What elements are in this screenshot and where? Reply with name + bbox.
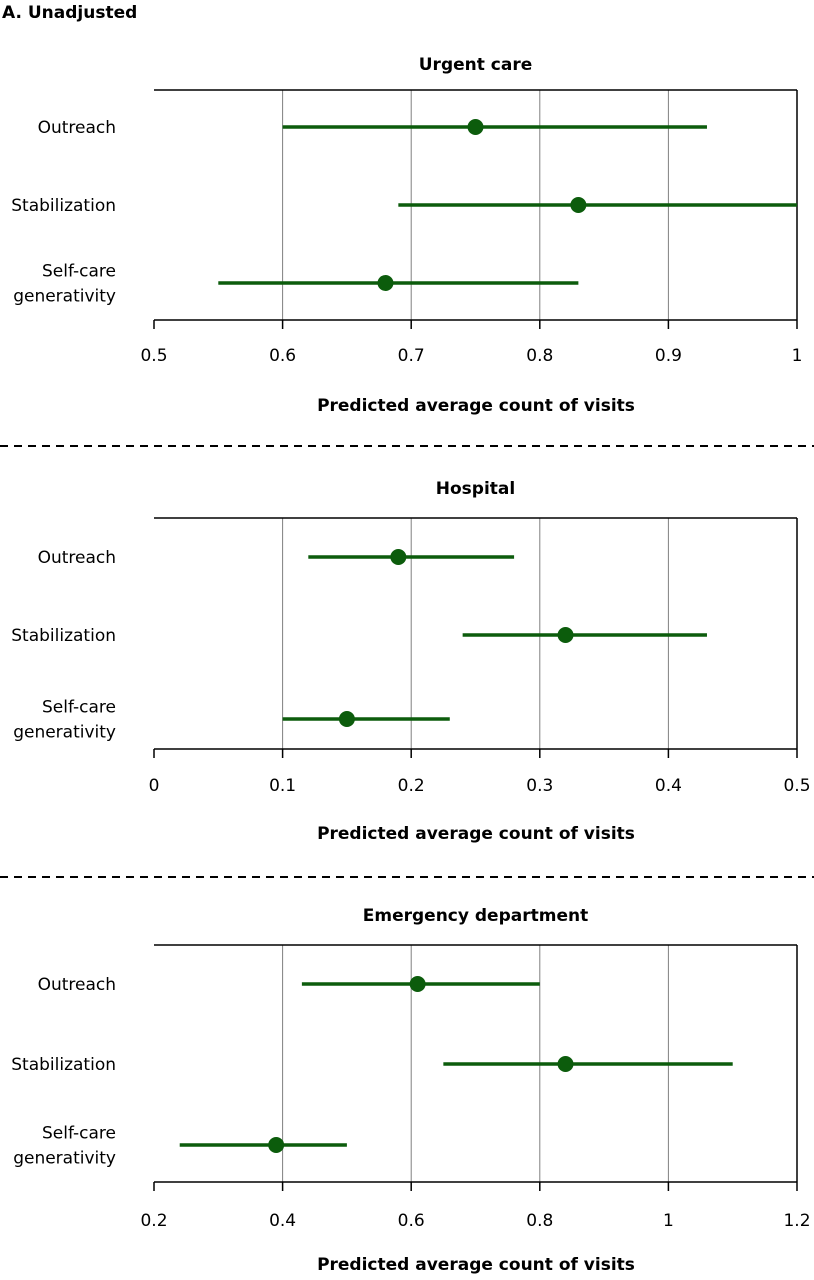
charts-container: Urgent care 0.5 0.6 0.7 0.8 0.9 1 Predicted ave… bbox=[0, 55, 814, 1275]
category-label: generativity bbox=[13, 1149, 116, 1169]
x-tick-label: 0.2 bbox=[140, 1211, 167, 1231]
category-label: Stabilization bbox=[11, 196, 116, 216]
x-tick-label: 0.8 bbox=[526, 1211, 553, 1231]
category-label: Outreach bbox=[38, 118, 116, 138]
x-tick-label: 0.8 bbox=[526, 346, 553, 366]
category-label: Self-care bbox=[42, 698, 116, 718]
panel-label: A. Unadjusted bbox=[2, 3, 137, 23]
x-tick-label: 0.1 bbox=[269, 776, 296, 796]
x-tick-label: 0.3 bbox=[526, 776, 553, 796]
x-tick-label: 1 bbox=[663, 1211, 674, 1231]
category-label: generativity bbox=[13, 287, 116, 307]
chart-title: Hospital bbox=[436, 479, 515, 499]
point-estimate bbox=[390, 549, 407, 565]
x-tick-label: 0.9 bbox=[655, 346, 682, 366]
point-estimate bbox=[557, 627, 574, 643]
x-tick-label: 0.6 bbox=[398, 1211, 425, 1231]
category-label: Self-care bbox=[42, 1124, 116, 1144]
category-label: Stabilization bbox=[11, 1055, 116, 1075]
x-tick-label: 0.4 bbox=[269, 1211, 296, 1231]
x-tick-label: 0.7 bbox=[398, 346, 425, 366]
x-axis-label: Predicted average count of visits bbox=[317, 824, 635, 844]
x-tick-label: 0 bbox=[149, 776, 160, 796]
category-label: Self-care bbox=[42, 262, 116, 282]
chart-title: Urgent care bbox=[419, 55, 533, 75]
category-label: generativity bbox=[13, 723, 116, 743]
x-tick-label: 0.2 bbox=[398, 776, 425, 796]
x-tick-label: 1.2 bbox=[783, 1211, 810, 1231]
point-estimate bbox=[377, 275, 394, 291]
category-label: Outreach bbox=[38, 548, 116, 568]
point-estimate bbox=[409, 976, 426, 992]
point-estimate bbox=[268, 1137, 285, 1153]
x-tick-label: 0.5 bbox=[140, 346, 167, 366]
point-estimate bbox=[338, 711, 355, 727]
point-estimate bbox=[557, 1056, 574, 1072]
category-label: Outreach bbox=[38, 975, 116, 995]
chart-title: Emergency department bbox=[363, 906, 588, 926]
category-label: Stabilization bbox=[11, 626, 116, 646]
chart-panel: Hospital 0 0.1 0.2 0.3 0.4 0.5 Predicted averag… bbox=[11, 479, 810, 844]
x-tick-label: 1 bbox=[792, 346, 803, 366]
point-estimate bbox=[570, 197, 587, 213]
point-estimate bbox=[467, 119, 484, 135]
x-tick-label: 0.5 bbox=[783, 776, 810, 796]
x-axis-label: Predicted average count of visits bbox=[317, 396, 635, 416]
x-axis-label: Predicted average count of visits bbox=[317, 1255, 635, 1275]
chart-panel: Urgent care 0.5 0.6 0.7 0.8 0.9 1 Predicted ave… bbox=[11, 55, 802, 416]
chart-panel: Emergency department 0.2 0.4 0.6 0.8 1 1.2 Pred… bbox=[11, 906, 810, 1275]
x-tick-label: 0.4 bbox=[655, 776, 682, 796]
x-tick-label: 0.6 bbox=[269, 346, 296, 366]
